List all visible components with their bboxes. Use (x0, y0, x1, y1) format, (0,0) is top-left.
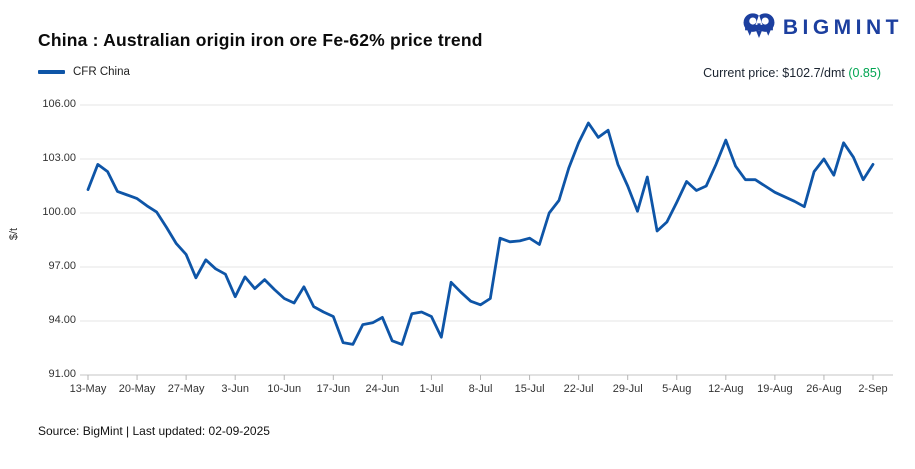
x-tick-label: 12-Aug (708, 383, 744, 395)
page-title: China : Australian origin iron ore Fe-62… (38, 30, 483, 50)
y-tick-label: 97.00 (48, 260, 76, 272)
y-tick-label: 100.00 (42, 206, 76, 218)
cfr-china-price-line[interactable] (86, 121, 875, 346)
bigmint-logo-text: BIGMINT (782, 16, 903, 39)
x-tick-label: 13-May (69, 383, 107, 395)
x-tick-label: 1-Jul (419, 383, 444, 395)
x-tick-label: 29-Jul (612, 383, 643, 395)
current-price-text: Current price: $102.7/dmt (703, 66, 845, 80)
x-tick-label: 26-Aug (806, 383, 842, 395)
current-price-change: (0.85) (848, 66, 881, 80)
legend-line-swatch (38, 70, 65, 74)
bigmint-logo: BIGMINT (742, 12, 903, 44)
x-tick-label: 22-Jul (563, 383, 594, 395)
x-tick-label: 5-Aug (662, 383, 692, 395)
y-tick-label: 106.00 (42, 98, 76, 110)
chart-legend: CFR China (38, 66, 130, 78)
x-tick-label: 20-May (118, 383, 156, 395)
x-tick-label: 8-Jul (468, 383, 493, 395)
x-tick-label: 19-Aug (757, 383, 793, 395)
x-tick-label: 10-Jun (267, 383, 302, 395)
x-tick-label: 24-Jun (365, 383, 400, 395)
current-price-readout: Current price: $102.7/dmt (0.85) (703, 66, 881, 80)
x-tick-label: 27-May (167, 383, 205, 395)
y-tick-label: 103.00 (42, 152, 76, 164)
x-tick-label: 15-Jul (514, 383, 545, 395)
bigmint-logo-icon (742, 12, 776, 44)
y-axis-title: $/t (8, 227, 21, 241)
y-tick-label: 94.00 (48, 314, 76, 326)
y-tick-label: 91.00 (48, 368, 76, 380)
x-tick-label: 3-Jun (221, 383, 249, 395)
legend-series-label: CFR China (73, 66, 130, 78)
x-tick-label: 2-Sep (858, 383, 888, 395)
source-caption: Source: BigMint | Last updated: 02-09-20… (38, 424, 270, 438)
x-tick-label: 17-Jun (316, 383, 351, 395)
